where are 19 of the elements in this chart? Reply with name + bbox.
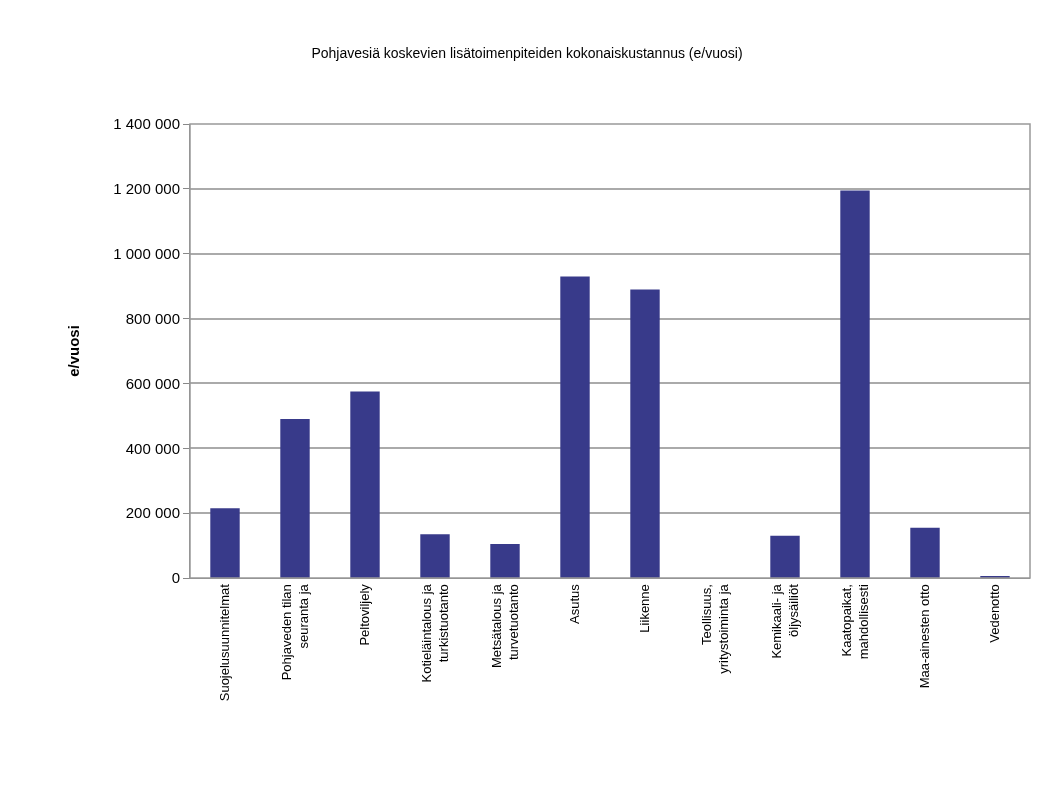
x-tick-label: Maa-ainesten otto xyxy=(917,584,933,689)
x-tick-label: Vedenotto xyxy=(987,584,1003,643)
y-tick-label: 200 000 xyxy=(125,504,180,522)
x-tick-label: Pohjaveden tilan seuranta ja xyxy=(278,583,311,681)
x-tick-label: Asutus xyxy=(567,583,583,624)
x-tick-label: Kotieläintalous ja turkistuotanto xyxy=(418,583,451,683)
y-tick-label: 0 xyxy=(171,569,180,587)
x-tick-label: Liikenne xyxy=(637,584,653,633)
chart-title: Pohjavesiä koskevien lisätoimenpiteiden kokonaiskustannus (e/vuosi) xyxy=(311,44,743,61)
y-tick-label: 600 000 xyxy=(125,374,180,392)
y-tick-label: 800 000 xyxy=(125,309,180,327)
y-tick-label: 1 200 000 xyxy=(113,180,180,198)
x-tick-label: Teollisuus, yritystoiminta ja xyxy=(698,583,731,674)
x-tick-label: Peltoviljely xyxy=(357,583,373,646)
y-tick-label: 1 400 000 xyxy=(113,115,180,133)
y-axis-title: e/vuosi xyxy=(64,325,82,377)
y-tick-label: 1 000 000 xyxy=(113,244,180,262)
y-tick-label: 400 000 xyxy=(125,439,180,457)
x-tick-label: Suojelusuunnitelmat xyxy=(217,583,233,702)
